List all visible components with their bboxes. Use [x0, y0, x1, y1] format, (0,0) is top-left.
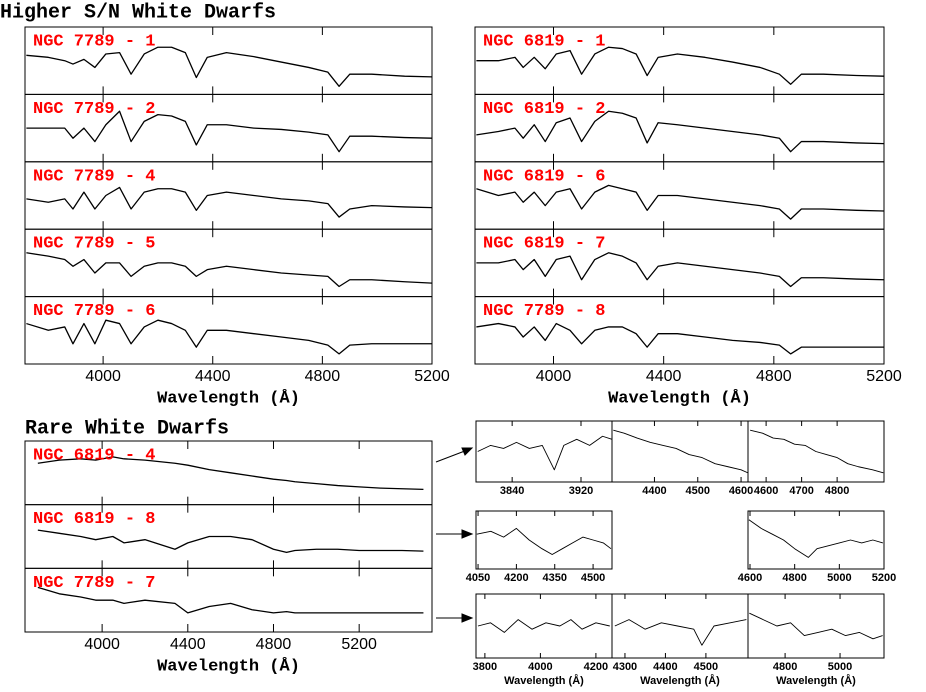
panel-frame: [475, 593, 613, 659]
x-tick-label: 4800: [305, 368, 341, 385]
spectrum: [26, 110, 433, 153]
spectrum-label: NGC 6819 - 4: [33, 446, 155, 465]
x-axis-label: Wavelength (Å): [157, 388, 300, 408]
x-tick-label: 4000: [84, 636, 120, 653]
x-tick-label: 4800: [825, 485, 849, 497]
spectrum-label: NGC 7789 - 7: [33, 574, 155, 593]
x-tick-label: 5000: [827, 572, 851, 584]
x-tick-label: 4400: [195, 368, 231, 385]
x-tick-label: 3840: [500, 485, 524, 497]
spectrum: [37, 456, 424, 491]
spectrum: [476, 184, 885, 220]
x-tick-label: 4400: [642, 485, 666, 497]
spectrum-label: NGC 6819 - 1: [483, 32, 605, 51]
spectrum: [614, 619, 747, 646]
x-tick-label: 4500: [686, 485, 710, 497]
panel-frame: [747, 510, 885, 570]
spectrum: [750, 429, 884, 474]
x-tick-label: 4600: [754, 485, 778, 497]
spectrum: [476, 252, 885, 288]
panel-frame: [24, 296, 433, 365]
x-tick-label: 4600: [738, 572, 762, 584]
x-tick-label: 3920: [569, 485, 593, 497]
x-tick-label: 5200: [872, 572, 896, 584]
spectrum-label: NGC 7789 - 8: [483, 302, 605, 321]
x-tick-label: 4600: [729, 485, 753, 497]
x-tick-label: 4400: [170, 636, 206, 653]
x-tick-label: 4000: [536, 368, 572, 385]
x-tick-label: 4800: [256, 636, 292, 653]
spectrum: [476, 46, 885, 85]
spectrum: [26, 186, 433, 218]
x-tick-label: 5200: [341, 636, 377, 653]
spectrum-label: NGC 7789 - 1: [33, 32, 155, 51]
spectrum: [37, 586, 424, 614]
arrows: [435, 447, 474, 623]
spectrum: [26, 252, 433, 288]
x-tick-label: 4000: [528, 661, 552, 673]
x-tick-label: 4300: [613, 661, 637, 673]
spectrum-label: NGC 6819 - 2: [483, 100, 605, 119]
panel-frame: [611, 420, 749, 483]
x-tick-label: 4800: [756, 368, 792, 385]
spectrum-label: NGC 6819 - 6: [483, 167, 605, 186]
x-tick-label: 4800: [782, 572, 806, 584]
x-tick-label: 4000: [85, 368, 121, 385]
x-tick-label: 4400: [653, 661, 677, 673]
x-tick-label: 4200: [504, 572, 528, 584]
spectrum: [476, 322, 884, 355]
spectrum: [26, 46, 433, 87]
panel-frame: [475, 510, 613, 570]
spectrum: [749, 612, 883, 640]
spectrum-label: NGC 7789 - 2: [33, 100, 155, 119]
panel-frame: [747, 420, 885, 483]
x-tick-label: 4050: [466, 572, 490, 584]
spectrum-label: NGC 6819 - 8: [33, 510, 155, 529]
spectrum: [613, 429, 749, 474]
spectrum: [477, 619, 610, 633]
x-tick-label: 4800: [773, 661, 797, 673]
x-tick-label: 4350: [542, 572, 566, 584]
panel-frame: [24, 567, 433, 633]
x-axis-label: Wavelength (Å): [608, 388, 751, 408]
x-tick-label: 5000: [828, 661, 852, 673]
x-axis-label: Wavelength (Å): [157, 656, 300, 676]
x-tick-label: 4700: [789, 485, 813, 497]
panel-frame: [611, 593, 749, 659]
x-tick-label: 3800: [473, 661, 497, 673]
spectrum-label: NGC 7789 - 5: [33, 235, 155, 254]
spectrum: [476, 527, 612, 555]
x-tick-label: 4200: [584, 661, 608, 673]
spectrum: [37, 529, 424, 554]
x-tick-label: 4400: [646, 368, 682, 385]
x-tick-label: 4500: [694, 661, 718, 673]
spectrum: [26, 319, 432, 355]
section-title: Rare White Dwarfs: [25, 417, 229, 440]
x-axis-label: Wavelength (Å): [504, 674, 584, 687]
spectrum-label: NGC 7789 - 4: [33, 167, 155, 186]
spectrum: [748, 519, 884, 558]
x-axis-label: Wavelength (Å): [776, 674, 856, 687]
x-tick-label: 4500: [581, 572, 605, 584]
spectrum-label: NGC 6819 - 7: [483, 235, 605, 254]
spectrum-label: NGC 7789 - 6: [33, 302, 155, 321]
x-axis-label: Wavelength (Å): [640, 674, 720, 687]
section-title: Higher S/N White Dwarfs: [0, 1, 276, 24]
spectrum: [477, 435, 613, 471]
panel-frame: [475, 420, 613, 483]
panel-frame: [474, 296, 885, 365]
x-tick-label: 5200: [866, 368, 902, 385]
spectrum: [476, 110, 885, 153]
x-tick-label: 5200: [414, 368, 450, 385]
panel-frame: [747, 593, 885, 659]
